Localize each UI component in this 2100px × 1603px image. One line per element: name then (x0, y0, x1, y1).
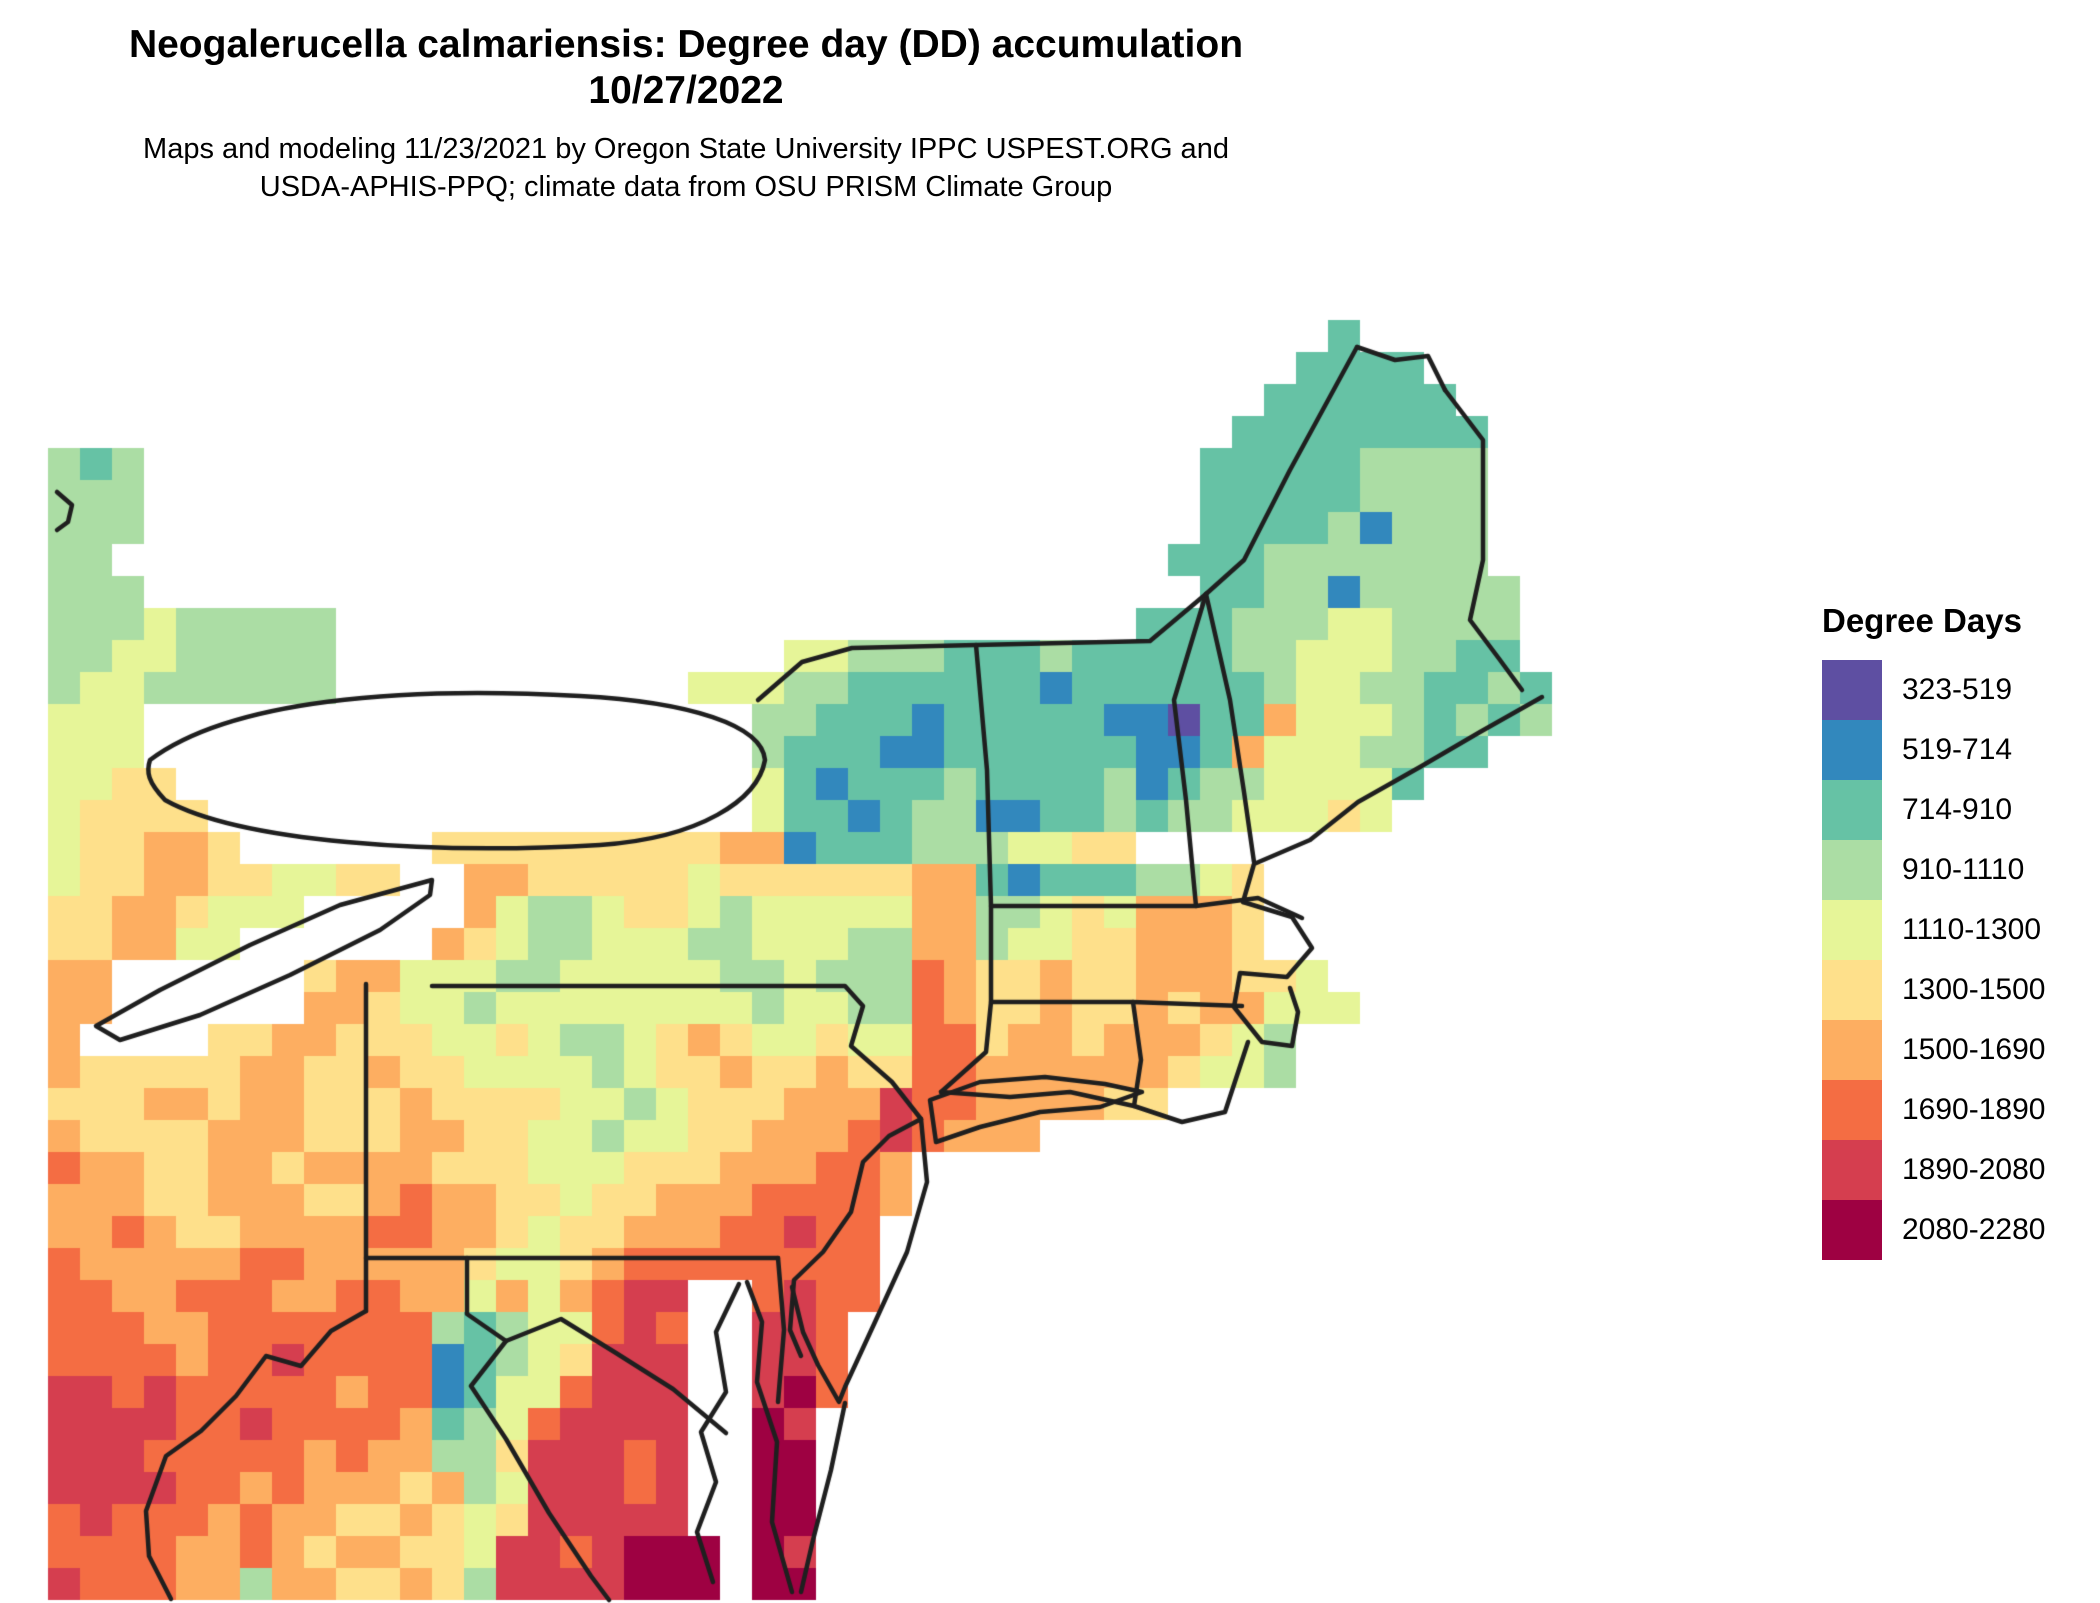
legend-row: 714-910 (1822, 780, 2092, 840)
attribution-line-2: USDA-APHIS-PPQ; climate data from OSU PR… (259, 171, 1113, 204)
attribution-line-1: Maps and modeling 11/23/2021 by Oregon S… (143, 133, 1229, 166)
legend-rows: 323-519 519-714 714-910 910-1110 1110-1300 13… (1822, 660, 2092, 1260)
legend-title: Degree Days (1822, 602, 2022, 639)
legend-label: 1890-2080 (1902, 1153, 2046, 1186)
map-attribution: Maps and modeling 11/23/2021 by Oregon S… (0, 130, 1372, 207)
map-title: Neogalerucella calmariensis: Degree day … (128, 23, 1244, 66)
legend: Degree Days 323-519 519-714 714-910 910-111… (1822, 602, 2092, 1260)
legend-swatch (1822, 780, 1882, 840)
legend-row: 1300-1500 (1822, 960, 2092, 1020)
legend-label: 323-519 (1902, 673, 2013, 706)
legend-label: 1110-1300 (1902, 913, 2042, 946)
legend-swatch (1822, 1140, 1882, 1200)
legend-swatch (1822, 1080, 1882, 1140)
legend-row: 1690-1890 (1822, 1080, 2092, 1140)
header: Neogalerucella calmariensis: Degree day … (0, 22, 1372, 207)
legend-label: 910-1110 (1902, 853, 2025, 886)
legend-swatch (1822, 900, 1882, 960)
legend-row: 2080-2280 (1822, 1200, 2092, 1260)
legend-label: 1500-1690 (1902, 1033, 2046, 1066)
legend-swatch (1822, 1020, 1882, 1080)
legend-swatch (1822, 1200, 1882, 1260)
legend-label: 714-910 (1902, 793, 2013, 826)
legend-label: 1300-1500 (1902, 973, 2046, 1006)
legend-row: 910-1110 (1822, 840, 2092, 900)
legend-row: 519-714 (1822, 720, 2092, 780)
legend-row: 1890-2080 (1822, 1140, 2092, 1200)
legend-swatch (1822, 720, 1882, 780)
legend-row: 323-519 (1822, 660, 2092, 720)
legend-label: 519-714 (1902, 733, 2013, 766)
legend-swatch (1822, 960, 1882, 1020)
legend-label: 1690-1890 (1902, 1093, 2046, 1126)
map-date: 10/27/2022 (588, 69, 784, 113)
legend-row: 1110-1300 (1822, 900, 2092, 960)
legend-swatch (1822, 660, 1882, 720)
legend-row: 1500-1690 (1822, 1020, 2092, 1080)
legend-swatch (1822, 840, 1882, 900)
legend-label: 2080-2280 (1902, 1213, 2046, 1246)
